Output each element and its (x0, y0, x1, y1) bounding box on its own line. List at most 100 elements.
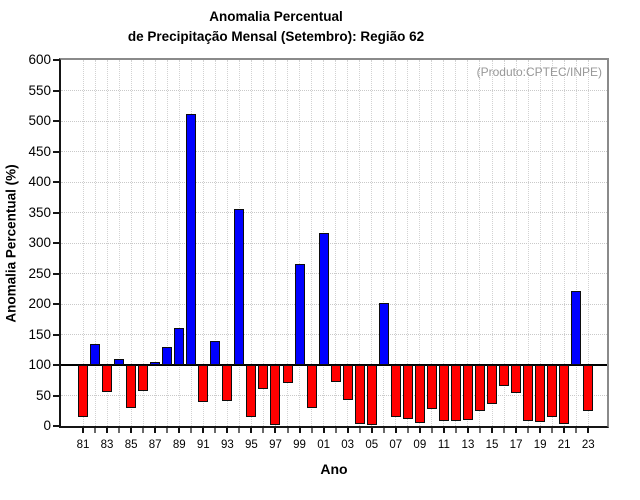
x-tick-label-95: 95 (245, 439, 258, 451)
v-gridline-99 (299, 60, 301, 426)
bar-93 (222, 365, 233, 401)
x-tick-label-89: 89 (172, 439, 186, 451)
x-tick-label-11: 11 (437, 439, 450, 451)
x-tick-21 (563, 428, 566, 433)
bar-21 (559, 365, 570, 424)
v-gridline-18 (527, 60, 529, 426)
y-tick-250 (53, 272, 59, 275)
y-tick-450 (53, 150, 59, 153)
v-gridline-19 (539, 60, 541, 426)
x-tick-20 (551, 428, 554, 433)
v-gridline-09 (419, 60, 421, 426)
x-tick-12 (454, 428, 457, 433)
h-gridline-200 (61, 303, 607, 305)
v-gridline-82 (94, 60, 96, 426)
baseline-100 (61, 364, 607, 366)
x-tick-17 (515, 428, 518, 433)
y-tick-label-600: 600 (28, 52, 51, 67)
bar-95 (246, 365, 257, 417)
x-tick-97 (274, 428, 277, 433)
x-tick-88 (166, 428, 169, 433)
x-tick-label-05: 05 (365, 439, 379, 451)
chart-title-line2: de Precipitação Mensal (Setembro): Regiã… (127, 29, 425, 44)
x-tick-91 (202, 428, 205, 433)
y-tick-label-100: 100 (28, 357, 51, 372)
bar-23 (583, 365, 594, 412)
bar-92 (210, 340, 221, 365)
x-tick-08 (406, 428, 409, 433)
bar-94 (234, 208, 245, 365)
bar-18 (523, 365, 534, 421)
bar-97 (270, 365, 281, 425)
bar-99 (294, 263, 305, 365)
y-tick-label-150: 150 (28, 326, 51, 342)
x-tick-label-15: 15 (485, 439, 499, 451)
x-tick-03 (346, 428, 349, 433)
bar-91 (198, 365, 209, 403)
v-gridline-81 (82, 60, 84, 426)
v-gridline-91 (202, 60, 204, 426)
x-tick-87 (154, 428, 157, 433)
bar-01 (318, 233, 329, 365)
x-tick-98 (286, 428, 289, 433)
h-gridline-300 (61, 242, 607, 244)
x-tick-18 (527, 428, 530, 433)
v-gridline-92 (214, 60, 216, 426)
v-gridline-12 (455, 60, 457, 426)
chart-title-line1: Anomalia Percentual (209, 9, 343, 24)
x-tick-label-91: 91 (196, 439, 210, 451)
y-tick-label-450: 450 (28, 143, 51, 159)
x-tick-09 (418, 428, 421, 433)
v-gridline-07 (395, 60, 397, 426)
bar-08 (402, 365, 413, 419)
h-gridline-450 (61, 151, 607, 152)
x-tick-label-19: 19 (533, 439, 547, 451)
y-tick-0 (53, 425, 59, 427)
y-tick-label-500: 500 (28, 113, 51, 128)
v-gridline-93 (226, 60, 228, 426)
v-gridline-23 (587, 60, 589, 426)
bar-06 (378, 303, 389, 365)
x-tick-13 (466, 428, 469, 433)
bar-81 (78, 365, 88, 417)
y-tick-label-250: 250 (28, 265, 51, 281)
x-tick-16 (503, 428, 506, 433)
y-tick-350 (53, 211, 59, 214)
x-tick-81 (82, 428, 84, 433)
y-tick-label-50: 50 (35, 387, 51, 403)
y-tick-label-550: 550 (28, 82, 51, 98)
x-tick-92 (214, 428, 217, 433)
x-tick-90 (190, 428, 193, 433)
x-tick-11 (442, 428, 445, 433)
bar-87 (150, 361, 161, 365)
y-tick-label-350: 350 (28, 204, 51, 220)
y-tick-200 (53, 303, 59, 305)
v-gridline-11 (443, 60, 445, 426)
x-tick-14 (478, 428, 481, 433)
v-gridline-13 (467, 60, 469, 426)
v-gridline-17 (515, 60, 517, 426)
y-tick-500 (53, 120, 59, 122)
bar-04 (354, 365, 365, 424)
bar-86 (138, 365, 149, 391)
v-gridline-04 (359, 60, 361, 426)
y-tick-50 (53, 394, 59, 397)
x-tick-10 (430, 428, 433, 433)
v-gridline-21 (563, 60, 565, 426)
bar-11 (438, 365, 449, 421)
bar-22 (571, 291, 582, 365)
bar-83 (102, 365, 113, 393)
v-gridline-96 (262, 60, 264, 426)
x-tick-96 (262, 428, 265, 433)
x-tick-label-85: 85 (124, 439, 138, 451)
bar-05 (366, 365, 377, 425)
chart-title: Anomalia Percentual de Precipitação Mens… (128, 7, 424, 47)
bar-02 (330, 365, 341, 383)
v-gridline-10 (431, 60, 433, 426)
h-gridline-500 (61, 120, 607, 122)
x-tick-label-23: 23 (581, 439, 595, 451)
v-gridline-14 (479, 60, 481, 426)
x-tick-label-97: 97 (269, 439, 282, 451)
x-tick-06 (382, 428, 385, 433)
